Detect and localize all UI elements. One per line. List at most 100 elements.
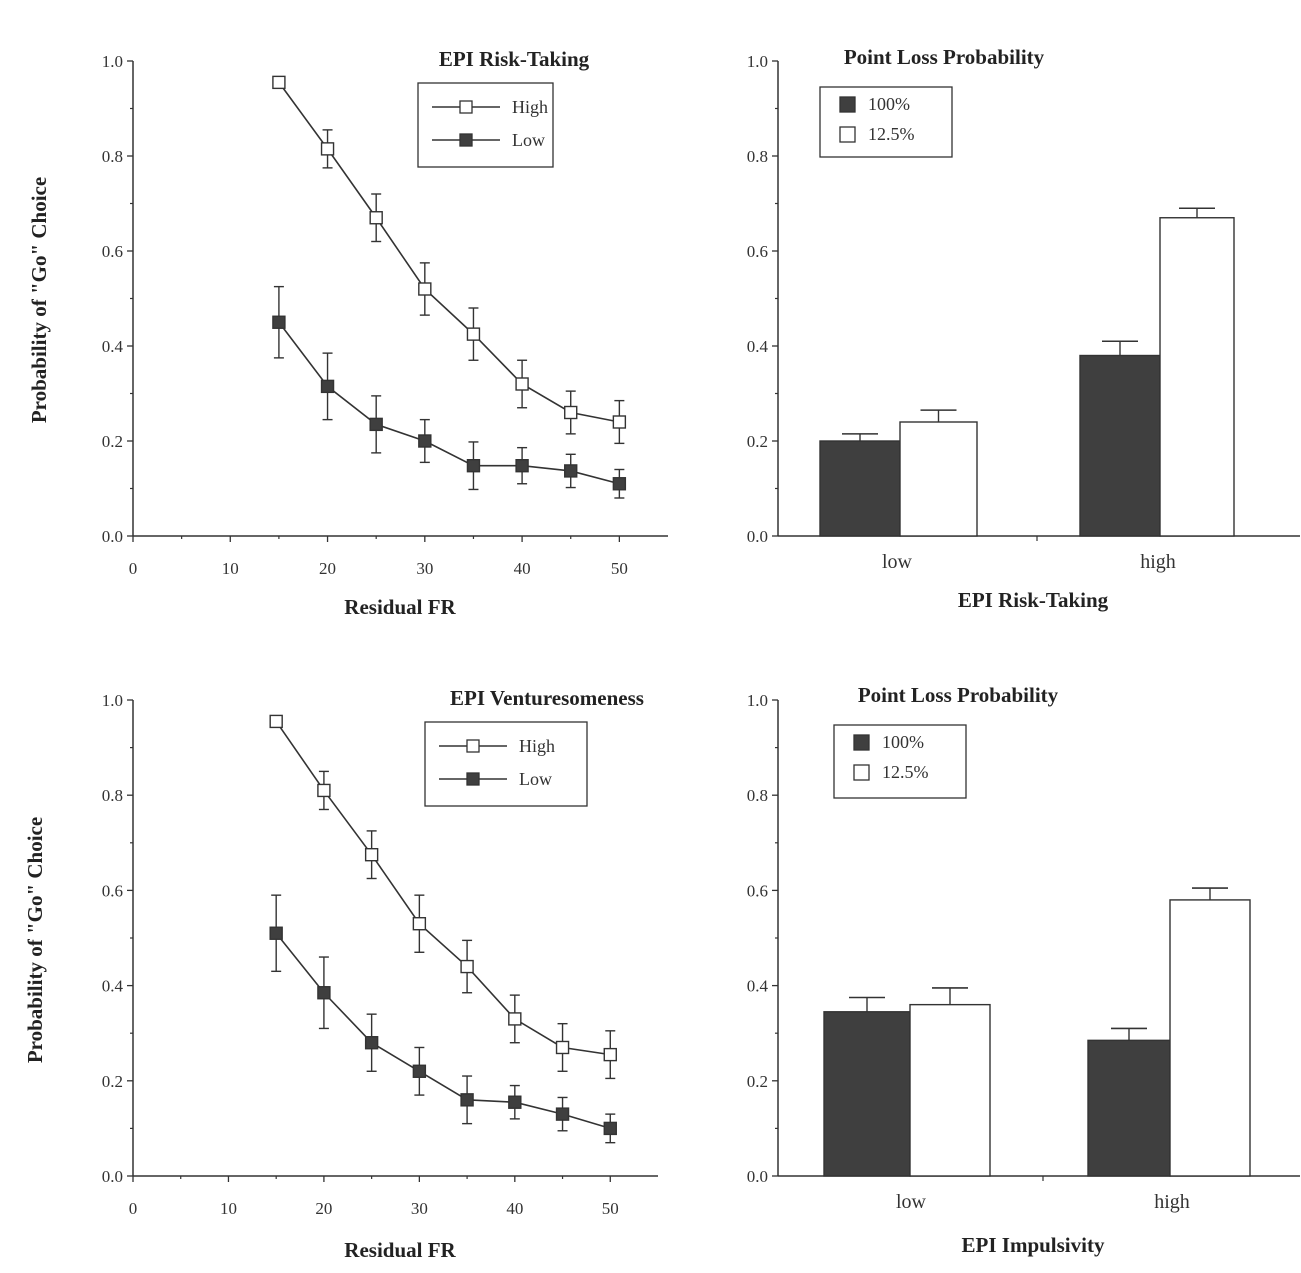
data-point-low [508, 1095, 522, 1109]
y-tick-label: 0.8 [102, 786, 123, 805]
y-tick-label: 0.6 [102, 242, 123, 261]
y-tick-label: 0.6 [102, 881, 123, 900]
series-line-high [278, 81, 620, 423]
bar-high-1 [1159, 217, 1235, 537]
data-point-high [555, 1040, 570, 1055]
legend-swatch [839, 126, 856, 143]
legend-swatch [853, 764, 870, 781]
data-point-high [369, 211, 383, 225]
data-point-high [515, 377, 529, 391]
series-line-high [275, 720, 611, 1056]
data-point-high [564, 405, 578, 420]
bar-high-1 [1169, 899, 1251, 1177]
y-tick-label: 0.6 [747, 242, 768, 261]
legend-label: High [519, 736, 555, 756]
data-point-low [466, 459, 481, 473]
data-point-low [320, 379, 335, 394]
data-point-high [269, 714, 283, 729]
x-axis-label: EPI Impulsivity [962, 1233, 1105, 1257]
y-tick-label: 1.0 [102, 691, 123, 710]
open-square-icon [459, 100, 473, 114]
series-line-low [278, 321, 620, 485]
data-point-low [603, 1121, 617, 1136]
legend-box [424, 721, 588, 807]
x-axis-label: Residual FR [344, 595, 456, 619]
legend-box [819, 86, 953, 158]
series-line-low [275, 932, 611, 1130]
y-tick-label: 0.2 [102, 1072, 123, 1091]
x-category-label: high [1154, 1191, 1190, 1213]
x-tick-label: 10 [222, 559, 239, 578]
legend-box [417, 82, 554, 168]
data-point-low [317, 986, 331, 1000]
data-point-high [460, 959, 474, 974]
data-point-low [412, 1064, 427, 1078]
y-tick-label: 0.2 [747, 1072, 768, 1091]
y-tick-label: 0.4 [747, 977, 769, 996]
data-point-low [269, 926, 283, 940]
y-tick-label: 1.0 [102, 52, 123, 71]
y-tick-label: 0.8 [102, 147, 123, 166]
chart-title: Point Loss Probability [844, 45, 1045, 69]
legend-label: 100% [868, 94, 910, 114]
y-tick-label: 0.8 [747, 147, 768, 166]
chart-title: EPI Risk-Taking [439, 47, 590, 71]
x-tick-label: 10 [220, 1199, 237, 1218]
data-point-high [603, 1047, 617, 1062]
data-point-high [364, 848, 379, 862]
bar-low-1 [899, 421, 978, 537]
bar-low-1 [909, 1003, 991, 1177]
chart-panel-3: 0.0 0.2 0.4 0.6 0.8 1.0 EPI Venturesomeness Res… [23, 686, 658, 1262]
legend-label: 100% [882, 732, 924, 752]
x-tick-label: 0 [129, 559, 138, 578]
chart-panel-2: 0.0 0.2 0.4 0.6 0.8 1.0 Point Loss Probability… [747, 45, 1300, 612]
data-point-low [364, 1036, 379, 1050]
y-tick-label: 0.2 [747, 432, 768, 451]
y-tick-label: 1.0 [747, 52, 768, 71]
data-point-high [272, 75, 286, 90]
legend-swatch [839, 96, 856, 113]
legend-label: Low [512, 130, 545, 150]
data-point-low [460, 1093, 474, 1107]
x-category-label: low [882, 551, 913, 573]
x-tick-label: 30 [411, 1199, 428, 1218]
y-tick-label: 0.0 [102, 527, 123, 546]
legend-label: Low [519, 769, 552, 789]
y-tick-label: 0.0 [102, 1167, 123, 1186]
bar-low-0 [823, 1011, 911, 1177]
filled-square-icon [466, 772, 480, 786]
x-tick-label: 20 [319, 559, 336, 578]
x-tick-label: 40 [506, 1199, 523, 1218]
y-tick-label: 0.8 [747, 786, 768, 805]
x-tick-label: 20 [315, 1199, 332, 1218]
y-tick-label: 0.4 [102, 337, 124, 356]
x-tick-label: 50 [602, 1199, 619, 1218]
x-category-label: high [1140, 551, 1176, 573]
bar-high-0 [1079, 354, 1161, 537]
y-axis-label: Probability of "Go" Choice [23, 817, 47, 1063]
x-tick-label: 0 [129, 1199, 138, 1218]
data-point-low [369, 417, 383, 432]
data-point-low [564, 464, 578, 478]
bar-high-0 [1087, 1039, 1171, 1177]
y-tick-label: 0.6 [747, 881, 768, 900]
x-axis-label: Residual FR [344, 1238, 456, 1262]
data-point-high [612, 415, 627, 429]
y-tick-label: 0.2 [102, 432, 123, 451]
data-point-low [555, 1107, 570, 1121]
x-axis-label: EPI Risk-Taking [958, 588, 1109, 612]
y-tick-label: 0.4 [747, 337, 769, 356]
y-tick-label: 0.4 [102, 977, 124, 996]
chart-panel-4: 0.0 0.2 0.4 0.6 0.8 1.0 Point Loss Probability… [747, 683, 1300, 1257]
legend-label: 12.5% [882, 762, 929, 782]
x-category-label: low [896, 1191, 927, 1213]
x-tick-label: 40 [514, 559, 531, 578]
y-tick-label: 1.0 [747, 691, 768, 710]
data-point-low [272, 315, 286, 329]
x-tick-label: 50 [611, 559, 628, 578]
legend-label: 12.5% [868, 124, 915, 144]
data-point-low [418, 434, 432, 448]
y-tick-label: 0.0 [747, 527, 768, 546]
chart-panel-1: 0.0 0.2 0.4 0.6 0.8 1.0 EPI Risk-Taking Residua… [27, 47, 668, 619]
